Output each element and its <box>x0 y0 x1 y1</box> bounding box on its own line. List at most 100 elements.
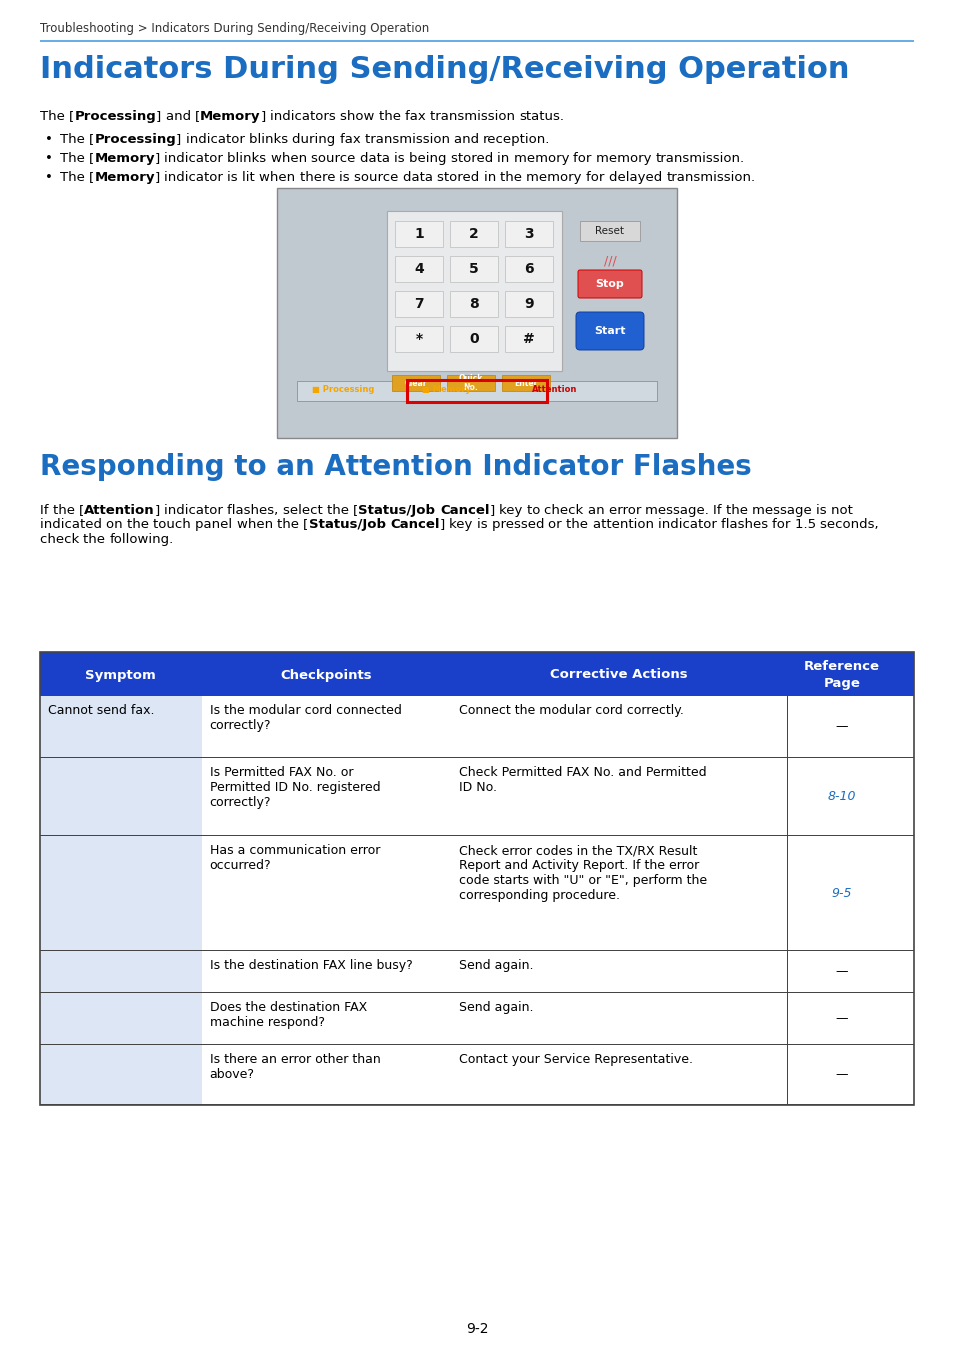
Text: lit: lit <box>242 171 259 184</box>
Text: 8: 8 <box>469 297 478 310</box>
Text: following.: following. <box>110 533 173 545</box>
Text: check: check <box>40 533 84 545</box>
Text: seconds,: seconds, <box>820 518 882 532</box>
Text: during: during <box>292 134 339 146</box>
Text: indicator: indicator <box>186 134 249 146</box>
Text: •: • <box>45 153 52 165</box>
Bar <box>276 188 677 437</box>
Text: *: * <box>415 332 422 346</box>
Text: Does the destination FAX
machine respond?: Does the destination FAX machine respond… <box>210 1000 367 1029</box>
Text: If: If <box>40 504 52 517</box>
Text: [: [ <box>353 504 358 517</box>
Text: Check error codes in the TX/RX Result
Report and Activity Report. If the error
c: Check error codes in the TX/RX Result Re… <box>458 844 706 902</box>
Text: to: to <box>526 504 544 517</box>
Text: Has a communication error
occurred?: Has a communication error occurred? <box>210 844 379 872</box>
Text: Is the destination FAX line busy?: Is the destination FAX line busy? <box>210 958 412 972</box>
Text: 4: 4 <box>414 262 423 275</box>
Text: for: for <box>772 518 794 532</box>
Text: [: [ <box>69 109 74 123</box>
Text: Enter: Enter <box>514 378 537 387</box>
Text: and: and <box>454 134 483 146</box>
Bar <box>579 221 639 242</box>
Text: Cannot send fax.: Cannot send fax. <box>48 703 154 717</box>
Text: the: the <box>127 518 153 532</box>
Text: Quick
No.: Quick No. <box>458 374 482 393</box>
Text: Processing: Processing <box>94 134 176 146</box>
Text: attention: attention <box>592 518 658 532</box>
Text: indicator: indicator <box>164 171 227 184</box>
Bar <box>387 211 561 371</box>
Bar <box>450 292 497 317</box>
Text: transmission.: transmission. <box>655 153 744 165</box>
Text: transmission: transmission <box>430 109 518 123</box>
Text: ■ Memory: ■ Memory <box>421 386 471 394</box>
Text: 6: 6 <box>523 262 534 275</box>
Bar <box>407 379 546 402</box>
Text: Start: Start <box>594 325 625 336</box>
Text: being: being <box>409 153 450 165</box>
Text: Memory: Memory <box>200 109 260 123</box>
Text: blinks: blinks <box>227 153 271 165</box>
Text: there: there <box>299 171 339 184</box>
Text: 0: 0 <box>469 332 478 346</box>
Text: Checkpoints: Checkpoints <box>280 668 372 682</box>
Text: status.: status. <box>518 109 564 123</box>
Text: Status/Job: Status/Job <box>309 518 390 532</box>
Text: —: — <box>835 965 847 979</box>
Text: Reset: Reset <box>595 225 624 236</box>
Text: show: show <box>340 109 378 123</box>
Text: 9: 9 <box>523 297 534 310</box>
Bar <box>450 221 497 247</box>
Text: is: is <box>816 504 830 517</box>
Text: is: is <box>339 171 354 184</box>
Text: 9-5: 9-5 <box>831 887 851 900</box>
Text: ■ Processing: ■ Processing <box>312 386 374 394</box>
Text: the: the <box>52 504 79 517</box>
Text: transmission: transmission <box>364 134 454 146</box>
Text: stored: stored <box>450 153 497 165</box>
Text: the: the <box>378 109 405 123</box>
Text: [: [ <box>89 171 94 184</box>
Text: is: is <box>394 153 409 165</box>
Text: 8-10: 8-10 <box>827 791 855 803</box>
Text: The: The <box>40 109 69 123</box>
Bar <box>395 256 442 282</box>
Text: the: the <box>499 171 526 184</box>
Text: The: The <box>60 134 89 146</box>
Text: flashes: flashes <box>720 518 772 532</box>
Text: is: is <box>227 171 242 184</box>
Text: data: data <box>402 171 436 184</box>
Text: indicators: indicators <box>270 109 340 123</box>
Text: Symptom: Symptom <box>86 668 156 682</box>
Text: fax: fax <box>339 134 364 146</box>
Text: for: for <box>586 171 608 184</box>
Bar <box>395 221 442 247</box>
Text: source: source <box>311 153 359 165</box>
Text: [: [ <box>194 109 200 123</box>
Text: Connect the modular cord correctly.: Connect the modular cord correctly. <box>458 703 683 717</box>
Text: indicator: indicator <box>658 518 720 532</box>
Text: Contact your Service Representative.: Contact your Service Representative. <box>458 1053 692 1066</box>
Text: The: The <box>60 171 89 184</box>
Text: —: — <box>835 1012 847 1026</box>
Text: •: • <box>45 134 52 146</box>
Text: [: [ <box>303 518 309 532</box>
Text: check: check <box>544 504 587 517</box>
Text: Status/Job: Status/Job <box>358 504 439 517</box>
Text: the: the <box>276 518 303 532</box>
Bar <box>501 375 550 391</box>
Text: 9-2: 9-2 <box>465 1322 488 1336</box>
Text: when: when <box>271 153 311 165</box>
Text: pressed: pressed <box>491 518 548 532</box>
Text: the: the <box>327 504 353 517</box>
Bar <box>504 292 553 317</box>
Text: the: the <box>725 504 752 517</box>
Text: indicator: indicator <box>164 504 227 517</box>
Text: 2: 2 <box>469 227 478 242</box>
Bar <box>504 325 553 352</box>
Bar <box>40 652 913 697</box>
Text: ]: ] <box>489 504 498 517</box>
Text: ]: ] <box>439 518 449 532</box>
Text: ]: ] <box>156 109 166 123</box>
Bar <box>447 375 495 391</box>
